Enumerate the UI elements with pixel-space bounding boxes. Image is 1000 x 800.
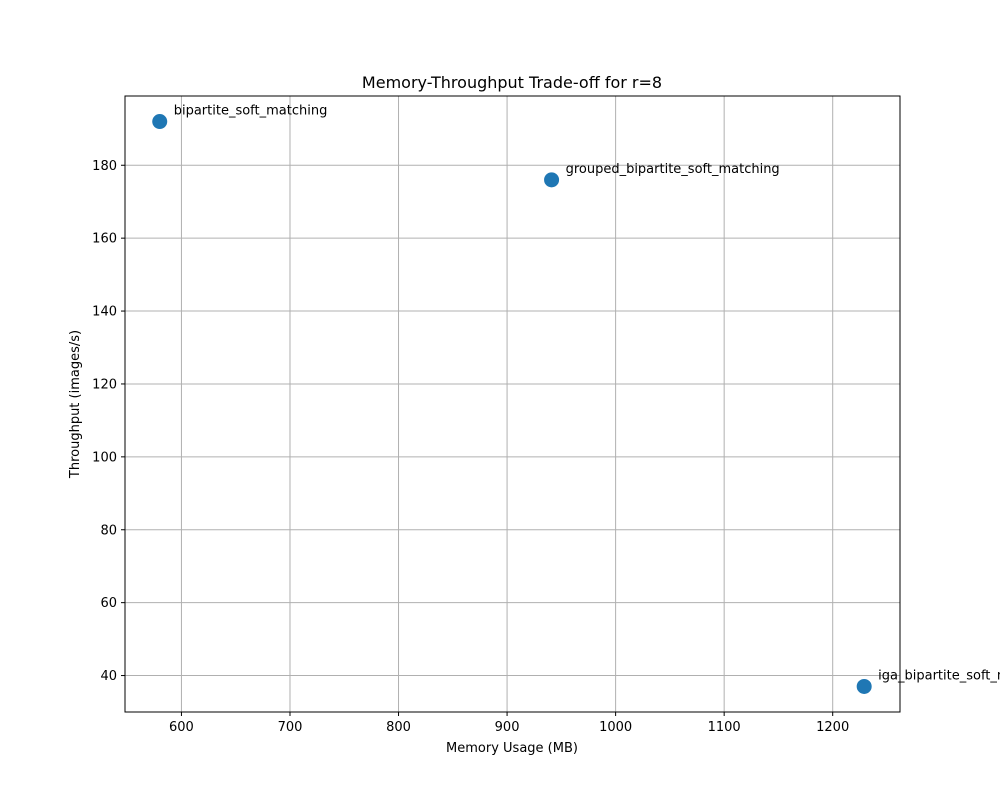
x-tick-label: 800 <box>386 720 411 735</box>
data-point <box>544 172 560 188</box>
y-tick-label: 180 <box>92 159 117 174</box>
y-tick-label: 80 <box>100 523 117 538</box>
y-tick-label: 160 <box>92 232 117 247</box>
data-point-label: grouped_bipartite_soft_matching <box>566 162 780 177</box>
x-tick-label: 900 <box>495 720 520 735</box>
x-axis-ticks: 600 700 800 900 1000 1100 1200 <box>169 712 849 735</box>
x-tick-label: 1000 <box>599 720 632 735</box>
data-point-label: bipartite_soft_matching <box>174 104 328 119</box>
y-tick-label: 140 <box>92 305 117 320</box>
data-point-label: iga_bipartite_soft_matching <box>878 668 1000 683</box>
data-point <box>856 678 872 694</box>
y-tick-label: 100 <box>92 450 117 465</box>
y-axis-ticks: 40 60 80 100 120 140 160 180 <box>92 159 125 684</box>
x-axis-label: Memory Usage (MB) <box>446 741 578 756</box>
grid-lines <box>125 96 900 712</box>
data-points: bipartite_soft_matching grouped_bipartite… <box>152 104 1000 694</box>
y-tick-label: 60 <box>100 596 117 611</box>
y-tick-label: 120 <box>92 377 117 392</box>
chart-title: Memory-Throughput Trade-off for r=8 <box>362 73 662 92</box>
data-point <box>152 114 168 130</box>
plot-area-frame <box>124 95 901 713</box>
y-tick-label: 40 <box>100 669 117 684</box>
y-axis-label: Throughput (images/s) <box>68 330 83 479</box>
x-tick-label: 600 <box>169 720 194 735</box>
x-tick-label: 1200 <box>816 720 849 735</box>
x-tick-label: 700 <box>278 720 303 735</box>
x-tick-label: 1100 <box>708 720 741 735</box>
